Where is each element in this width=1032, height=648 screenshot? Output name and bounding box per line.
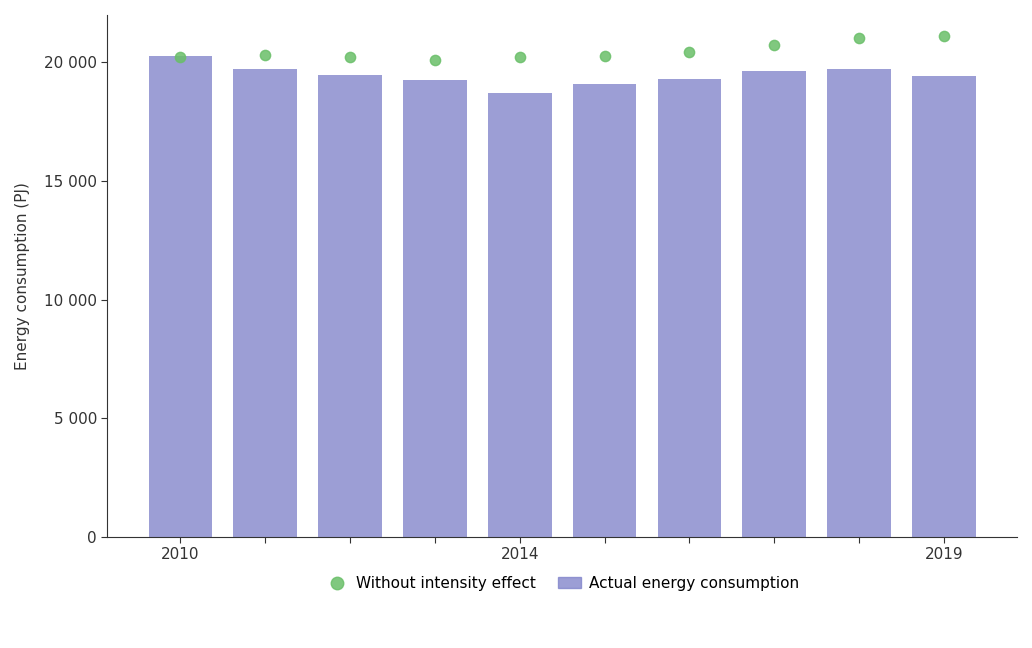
Bar — [488, 93, 551, 537]
Point — [342, 52, 358, 62]
Bar — [573, 84, 637, 537]
Bar — [233, 69, 297, 537]
Bar — [318, 75, 382, 537]
Point — [766, 40, 782, 50]
Bar — [149, 56, 213, 537]
Bar — [912, 76, 975, 537]
Bar — [742, 71, 806, 537]
Bar — [828, 69, 891, 537]
Legend: Without intensity effect, Actual energy consumption: Without intensity effect, Actual energy … — [319, 570, 805, 597]
Point — [426, 55, 443, 65]
Point — [681, 47, 698, 57]
Bar — [404, 80, 466, 537]
Bar — [657, 78, 721, 537]
Point — [936, 30, 953, 41]
Point — [850, 33, 867, 43]
Point — [257, 49, 273, 60]
Point — [596, 51, 613, 61]
Y-axis label: Energy consumption (PJ): Energy consumption (PJ) — [15, 182, 30, 370]
Point — [512, 52, 528, 62]
Point — [172, 52, 189, 62]
